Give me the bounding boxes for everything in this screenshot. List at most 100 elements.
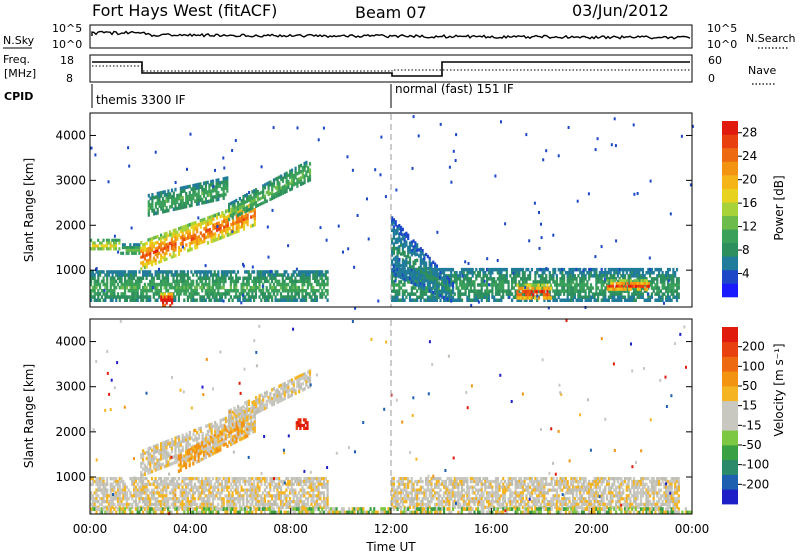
echo-cell (256, 502, 259, 507)
echo-cell (620, 298, 623, 302)
echo-cell (428, 280, 431, 284)
echo-cell (299, 298, 302, 302)
echo-cell (632, 289, 636, 293)
echo-cell (595, 280, 598, 284)
echo-cell (90, 247, 93, 251)
echo-cell (403, 283, 406, 287)
echo-cell (255, 191, 258, 195)
echo-cell (142, 505, 145, 509)
echo-cell (294, 488, 297, 492)
scatter-echo (477, 300, 480, 304)
echo-cell (149, 452, 152, 456)
echo-cell (254, 500, 257, 504)
echo-cell (466, 283, 469, 287)
echo-cell (668, 274, 671, 278)
echo-cell (204, 276, 207, 280)
echo-cell (136, 282, 139, 287)
echo-cell (542, 283, 545, 288)
echo-cell (290, 289, 293, 293)
echo-cell (115, 491, 118, 495)
echo-cell (260, 477, 263, 481)
echo-cell (435, 295, 438, 299)
echo-cell (265, 295, 268, 299)
echo-cell (677, 283, 680, 287)
echo-cell (253, 494, 256, 498)
echo-cell (142, 477, 145, 481)
echo-cell (172, 505, 175, 509)
echo-cell (131, 494, 134, 498)
echo-cell (125, 279, 128, 284)
echo-cell (224, 183, 227, 187)
echo-cell (459, 292, 462, 296)
echo-cell (600, 280, 603, 284)
scatter-echo (204, 264, 207, 268)
echo-cell (631, 274, 634, 278)
echo-cell (602, 298, 605, 302)
echo-cell (593, 298, 596, 302)
echo-cell (178, 196, 181, 201)
echo-cell (475, 289, 478, 293)
echo-cell (298, 167, 301, 172)
echo-cell (154, 258, 157, 263)
echo-cell (606, 298, 609, 302)
echo-cell (237, 207, 240, 211)
echo-cell (539, 292, 542, 296)
echo-cell (215, 216, 219, 220)
scatter-echo (342, 250, 344, 254)
echo-cell (147, 282, 150, 287)
echo-cell (172, 455, 175, 459)
echo-cell (147, 295, 150, 299)
echo-cell (251, 199, 254, 204)
echo-cell (521, 283, 524, 287)
echo-cell (317, 289, 320, 293)
echo-cell (645, 271, 648, 275)
echo-cell (226, 182, 229, 187)
echo-cell (425, 252, 428, 257)
echo-cell (294, 494, 297, 498)
echo-cell (666, 274, 670, 278)
echo-cell (129, 243, 132, 247)
echo-cell (152, 494, 155, 498)
echo-cell (179, 505, 182, 509)
echo-cell (213, 270, 216, 274)
echo-cell (439, 267, 442, 272)
echo-cell (265, 276, 268, 280)
echo-cell (226, 273, 229, 277)
echo-cell (265, 494, 268, 498)
echo-cell (211, 485, 214, 489)
echo-cell (568, 277, 571, 281)
echo-cell (321, 477, 324, 481)
echo-cell (158, 237, 161, 241)
echo-cell (179, 292, 182, 296)
echo-cell (201, 188, 204, 192)
echo-cell (208, 477, 211, 481)
echo-cell (229, 482, 232, 486)
echo-cell (160, 259, 163, 263)
echo-cell (214, 213, 217, 218)
echo-cell (160, 200, 163, 205)
echo-cell (213, 292, 216, 296)
echo-cell (201, 285, 204, 290)
echo-cell (482, 292, 485, 296)
echo-cell (91, 482, 94, 486)
echo-cell (116, 479, 120, 484)
echo-cell (240, 289, 243, 293)
nave-tick-low: 0 (708, 72, 715, 85)
echo-cell (104, 491, 107, 495)
echo-cell (263, 276, 266, 280)
scatter-echo (347, 247, 350, 251)
echo-cell (152, 457, 155, 461)
echo-cell (401, 261, 404, 265)
echo-cell (226, 224, 229, 228)
echo-cell (246, 208, 249, 213)
echo-cell (249, 502, 252, 507)
echo-cell (435, 289, 438, 293)
echo-cell (160, 191, 163, 195)
echo-cell (138, 488, 141, 492)
echo-cell (396, 283, 399, 287)
echo-cell (138, 491, 141, 495)
echo-cell (557, 283, 560, 287)
echo-cell (303, 500, 306, 504)
echo-cell (244, 298, 247, 302)
echo-cell (391, 262, 394, 266)
